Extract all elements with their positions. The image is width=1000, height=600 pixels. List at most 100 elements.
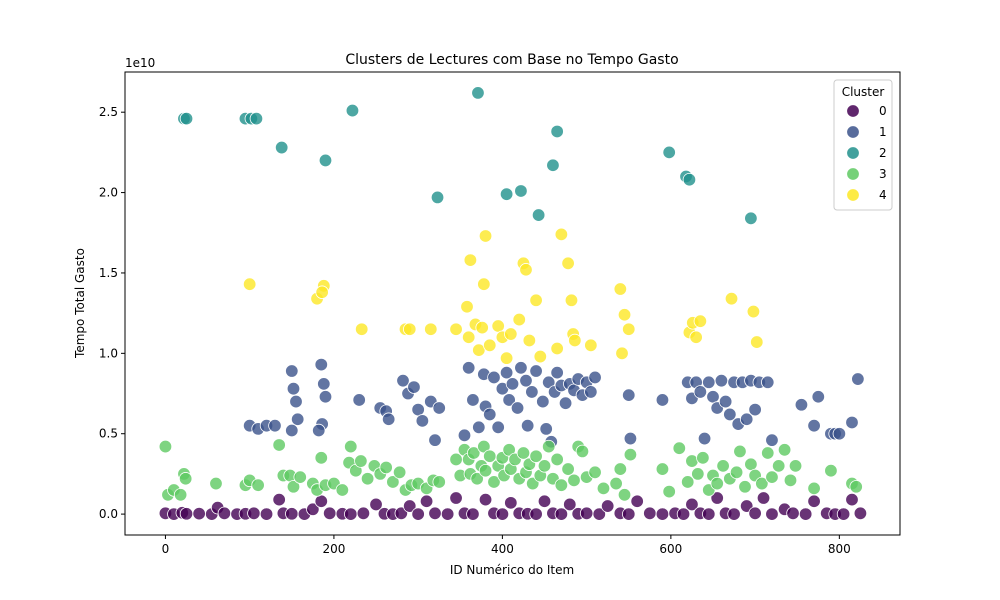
data-point — [824, 463, 838, 478]
data-point — [786, 506, 800, 520]
data-point — [853, 506, 868, 520]
data-point — [411, 507, 425, 521]
legend-label: 0 — [879, 104, 887, 118]
data-point — [765, 433, 779, 447]
data-point — [392, 465, 407, 480]
legend-label: 4 — [879, 188, 887, 202]
data-point — [788, 459, 803, 473]
data-point — [748, 402, 762, 417]
data-point — [318, 153, 333, 168]
data-point — [312, 423, 326, 438]
data-point — [696, 451, 710, 465]
data-point — [584, 385, 598, 399]
series-cluster-2 — [177, 86, 758, 225]
data-point — [697, 431, 712, 446]
data-point — [514, 361, 528, 375]
data-point — [242, 277, 257, 291]
data-point — [716, 459, 730, 473]
data-point — [807, 481, 821, 496]
data-point — [798, 507, 813, 521]
data-point — [617, 488, 632, 502]
data-point — [268, 418, 282, 433]
data-point — [568, 333, 582, 348]
data-point — [344, 439, 358, 454]
data-point — [588, 370, 602, 385]
data-point — [272, 438, 286, 452]
data-point — [491, 319, 505, 333]
x-tick-label: 0 — [162, 542, 170, 556]
data-point — [622, 507, 636, 521]
data-point — [432, 475, 446, 489]
x-ticks: 0 200 400 600 800 — [162, 535, 851, 556]
data-point — [676, 507, 691, 521]
data-point — [430, 190, 445, 205]
data-point — [499, 365, 514, 380]
data-point — [318, 390, 333, 404]
y-tick-label: 2.5 — [99, 105, 118, 119]
y-tick-label: 1.0 — [99, 346, 118, 360]
data-point — [158, 439, 173, 454]
data-point — [729, 465, 744, 480]
data-point — [529, 449, 543, 463]
data-point — [561, 256, 575, 271]
data-point — [851, 372, 865, 386]
data-point — [592, 507, 606, 521]
data-point — [724, 291, 739, 306]
data-point — [845, 415, 859, 430]
data-point — [519, 263, 533, 277]
data-point — [472, 420, 486, 434]
data-point — [323, 506, 337, 520]
data-point — [285, 423, 299, 438]
y-offset-label: 1e10 — [125, 56, 155, 70]
data-point — [504, 496, 518, 510]
data-point — [478, 463, 493, 478]
data-point — [272, 492, 286, 507]
data-point — [529, 364, 543, 378]
data-point — [247, 506, 261, 520]
data-point — [579, 506, 594, 520]
axes-layer — [124, 71, 901, 536]
x-axis-label: ID Numérico do Item — [450, 563, 574, 577]
data-point — [461, 361, 476, 375]
data-point — [354, 454, 368, 468]
data-point — [522, 333, 537, 348]
data-point — [554, 507, 569, 521]
data-point — [466, 393, 480, 407]
legend-label: 2 — [879, 146, 887, 160]
data-point — [461, 330, 476, 344]
x-tick-label: 200 — [322, 542, 345, 556]
series-cluster-3 — [158, 438, 863, 502]
data-point — [765, 470, 779, 484]
data-point — [483, 338, 497, 352]
data-point — [746, 304, 761, 319]
data-point — [584, 338, 598, 352]
data-point — [613, 282, 628, 296]
data-point — [685, 497, 699, 512]
data-point — [744, 211, 758, 225]
legend-label: 1 — [879, 125, 887, 139]
data-point — [765, 507, 779, 521]
data-point — [293, 470, 307, 484]
chart-title: Clusters de Lectures com Base no Tempo G… — [345, 52, 678, 68]
data-point — [317, 377, 331, 391]
data-point — [702, 375, 716, 389]
data-point — [739, 412, 754, 426]
data-point — [550, 341, 564, 356]
data-point — [179, 111, 194, 126]
data-point — [714, 373, 729, 388]
data-point — [558, 396, 573, 410]
data-point — [561, 462, 575, 476]
data-point — [355, 322, 369, 336]
data-point — [748, 506, 762, 520]
data-point — [403, 499, 417, 513]
data-point — [738, 480, 752, 494]
y-tick-label: 0.5 — [99, 427, 118, 441]
x-tick-label: 800 — [828, 542, 851, 556]
data-point — [733, 444, 747, 459]
data-point — [504, 327, 518, 341]
data-point — [672, 441, 686, 455]
data-point — [396, 373, 410, 388]
data-point — [415, 414, 430, 428]
data-point — [550, 452, 564, 467]
